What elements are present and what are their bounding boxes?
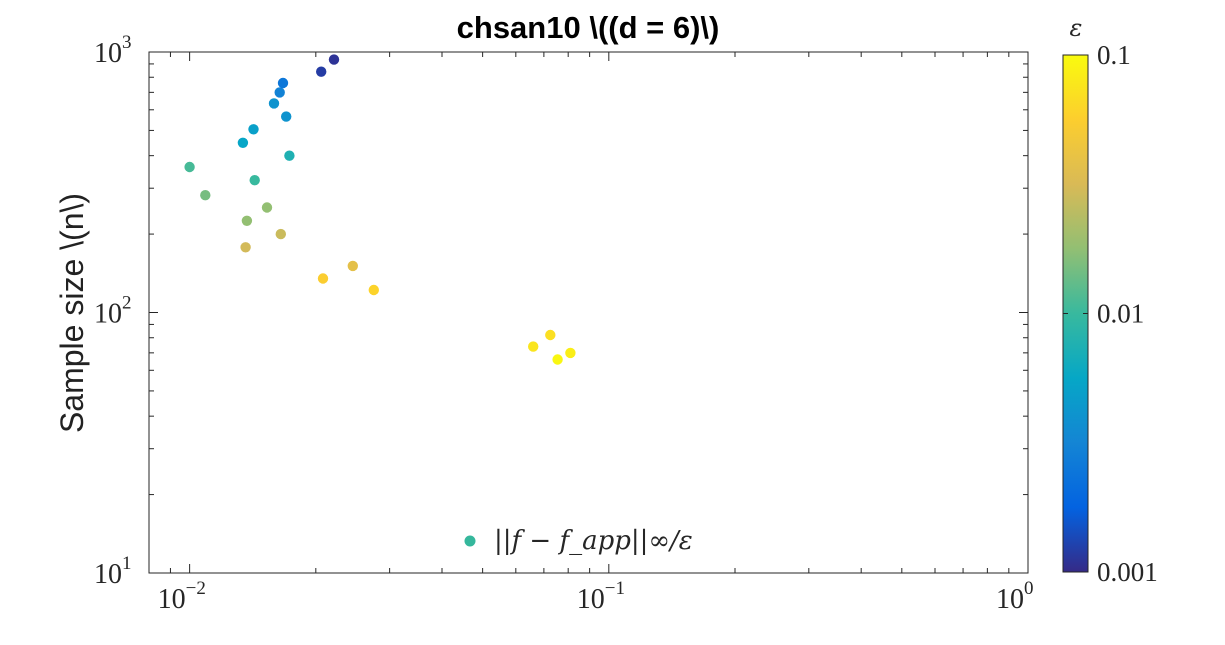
data-point	[368, 284, 379, 296]
data-point	[277, 77, 289, 89]
data-point	[316, 66, 327, 77]
data-point	[200, 190, 211, 201]
data-point	[184, 161, 195, 173]
data-point	[347, 260, 358, 272]
x-tick-label: 10	[158, 584, 186, 615]
data-point	[281, 111, 292, 122]
data-point	[249, 175, 260, 186]
legend-marker	[464, 535, 476, 547]
minor-ticks	[149, 52, 1028, 573]
data-point	[261, 202, 273, 213]
colorbar-tick-label: 0.01	[1097, 299, 1144, 329]
y-tick-label: 10	[94, 38, 122, 69]
y-axis-label: Sample size \(n\)	[54, 193, 90, 433]
x-tick-exponent: −1	[605, 578, 625, 599]
x-tick-label: 10	[996, 584, 1024, 615]
data-point	[328, 54, 340, 65]
data-point	[241, 215, 253, 226]
major-ticks	[149, 51, 1029, 574]
y-tick-exponent: 3	[122, 32, 132, 53]
legend: ||f − f_app||∞/ε	[464, 526, 693, 556]
colorbar-label: ε	[1070, 14, 1083, 42]
y-tick-label: 10	[94, 559, 122, 590]
axes-box	[148, 51, 1029, 574]
y-tick-exponent: 2	[122, 293, 132, 314]
plot-area	[148, 51, 1029, 574]
data-point	[237, 137, 249, 148]
y-tick-exponent: 1	[122, 553, 132, 574]
y-tick-label: 10	[94, 299, 122, 330]
data-point	[552, 354, 563, 365]
data-point	[545, 329, 556, 341]
colorbar: ε 0.1 0.01 0.001	[1062, 14, 1158, 587]
data-point	[528, 341, 539, 352]
data-point	[317, 273, 329, 284]
data-point	[240, 242, 251, 253]
data-points	[184, 54, 576, 365]
legend-label: ||f − f_app||∞/ε	[494, 526, 693, 556]
colorbar-tick-label: 0.1	[1097, 40, 1131, 70]
data-point	[268, 98, 280, 109]
data-point	[248, 124, 259, 135]
x-tick-label: 10	[577, 584, 605, 615]
x-tick-exponent: 0	[1024, 578, 1034, 599]
colorbar-ticks: 0.1 0.01 0.001	[1063, 40, 1158, 587]
data-point	[275, 228, 286, 240]
data-point	[565, 347, 576, 359]
data-point	[274, 87, 285, 98]
colorbar-tick-label: 0.001	[1097, 557, 1158, 587]
x-tick-exponent: −2	[186, 578, 206, 599]
data-point	[284, 150, 295, 161]
chart-title: chsan10 \((d = 6)\)	[457, 10, 720, 45]
